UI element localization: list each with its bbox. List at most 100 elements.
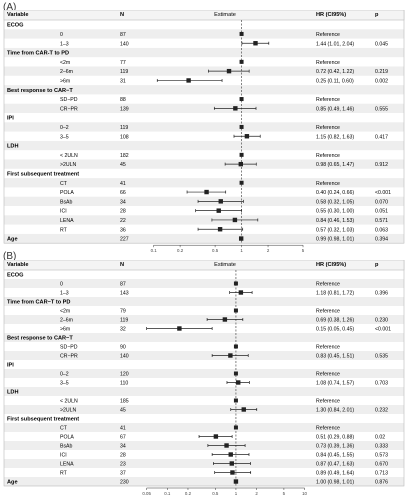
x-axis-tick-label: 2	[255, 491, 258, 496]
level-label: 1–3	[60, 41, 69, 47]
hr-ci-text: 1.44 (1.01, 2.04)	[316, 41, 354, 47]
p-value: 0.002	[375, 78, 388, 84]
p-value: 0.670	[375, 462, 388, 468]
row-background	[4, 66, 404, 76]
hr-ci-text: Reference	[316, 372, 340, 378]
hr-ci-text: 0.58 (0.32, 1.05)	[316, 199, 354, 205]
reference-marker	[239, 124, 244, 129]
hr-ci-text: Reference	[316, 97, 340, 103]
header-n: N	[120, 262, 124, 268]
level-label: RT	[60, 471, 68, 477]
hr-ci-text: 0.55 (0.30, 1.00)	[316, 209, 354, 215]
hr-point	[177, 326, 182, 331]
hr-point	[222, 317, 228, 322]
table-frame	[3, 260, 405, 487]
header-p: p	[375, 262, 379, 268]
level-label: <2m	[60, 309, 70, 315]
hr-point	[218, 199, 223, 204]
group-label: ECOG	[7, 273, 23, 279]
header-variable: Variable	[7, 262, 28, 268]
n-value: 143	[120, 291, 129, 297]
n-value: 22	[120, 218, 126, 224]
level-label: BsAb	[60, 444, 73, 450]
n-value: 66	[120, 190, 126, 196]
n-value: 77	[120, 60, 126, 66]
n-value: 87	[120, 282, 126, 288]
row-background	[4, 103, 404, 113]
hr-ci-text: 0.84 (0.46, 1.53)	[316, 218, 354, 224]
hr-ci-text: 1.15 (0.82, 1.63)	[316, 134, 354, 140]
group-label: Age	[7, 237, 18, 243]
level-label: LENA	[60, 462, 74, 468]
x-axis-tick-label: 5	[283, 491, 286, 496]
row-background	[4, 477, 404, 486]
n-value: 108	[120, 134, 129, 140]
n-value: 36	[120, 227, 126, 233]
level-label: RT	[60, 227, 68, 233]
hr-ci-text: 0.51 (0.29, 0.88)	[316, 435, 354, 441]
reference-marker	[239, 180, 244, 185]
hr-ci-text: 0.87 (0.47, 1.63)	[316, 462, 354, 468]
row-background	[4, 29, 404, 39]
p-value: 0.555	[375, 106, 388, 112]
hr-point	[226, 68, 232, 74]
reference-marker	[239, 31, 244, 36]
p-value: 0.219	[375, 69, 388, 75]
level-label: CT	[60, 181, 68, 187]
hr-point	[186, 78, 191, 83]
level-label: POLA	[60, 435, 74, 441]
hr-point	[204, 189, 209, 195]
row-background	[4, 315, 404, 324]
header-background	[3, 260, 405, 271]
level-label: 2–6m	[60, 318, 73, 324]
group-label: LDH	[7, 144, 19, 150]
group-label: Best response to CAR−T	[7, 336, 73, 342]
hr-ci-text: Reference	[316, 32, 340, 38]
n-value: 120	[120, 372, 129, 378]
hr-ci-text: Reference	[316, 426, 340, 432]
n-value: 45	[120, 162, 126, 168]
p-value: 0.070	[375, 199, 388, 205]
group-label: IPI	[7, 116, 14, 122]
hr-ci-text: Reference	[316, 181, 340, 187]
hr-ci-text: 0.57 (0.32, 1.03)	[316, 227, 354, 233]
hr-ci-text: 0.98 (0.65, 1.47)	[316, 162, 354, 168]
hr-ci-text: 1.18 (0.81, 1.72)	[316, 291, 354, 297]
hr-ci-text: 0.83 (0.45, 1.51)	[316, 354, 354, 360]
row-background	[4, 351, 404, 360]
level-label: < 2ULN	[60, 153, 78, 159]
reference-marker	[233, 425, 238, 430]
hr-ci-text: 0.99 (0.98, 1.01)	[316, 237, 354, 243]
group-label: ECOG	[7, 23, 23, 29]
n-value: 23	[120, 462, 126, 468]
n-value: 139	[120, 106, 129, 112]
hr-ci-text: 0.72 (0.42, 1.22)	[316, 69, 354, 75]
row-background	[4, 279, 404, 288]
row-background	[4, 159, 404, 169]
n-value: 110	[120, 381, 128, 387]
group-label: Time from CAR−T to PD	[7, 300, 70, 306]
reference-marker	[233, 398, 238, 403]
level-label: CR−PR	[60, 354, 78, 360]
hr-point	[213, 434, 219, 439]
hr-ci-text: 0.40 (0.24, 0.66)	[316, 190, 354, 196]
level-label: LENA	[60, 218, 74, 224]
n-value: 87	[120, 32, 126, 38]
hr-point	[232, 217, 238, 223]
p-value: 0.876	[375, 480, 388, 486]
level-label: >6m	[60, 327, 70, 333]
p-value: 0.713	[375, 471, 388, 477]
n-value: 182	[120, 153, 129, 159]
row-background	[4, 47, 404, 58]
group-label: IPI	[7, 363, 14, 369]
n-value: 90	[120, 345, 126, 351]
n-value: 119	[120, 69, 128, 75]
hr-point	[238, 236, 244, 241]
panel-label-a: (A)	[3, 2, 17, 13]
level-label: 2–6m	[60, 69, 73, 75]
p-value: 0.912	[375, 162, 388, 168]
header-p: p	[375, 12, 379, 18]
hr-ci-text: Reference	[316, 153, 340, 159]
row-background	[4, 215, 404, 225]
n-value: 34	[120, 444, 126, 450]
